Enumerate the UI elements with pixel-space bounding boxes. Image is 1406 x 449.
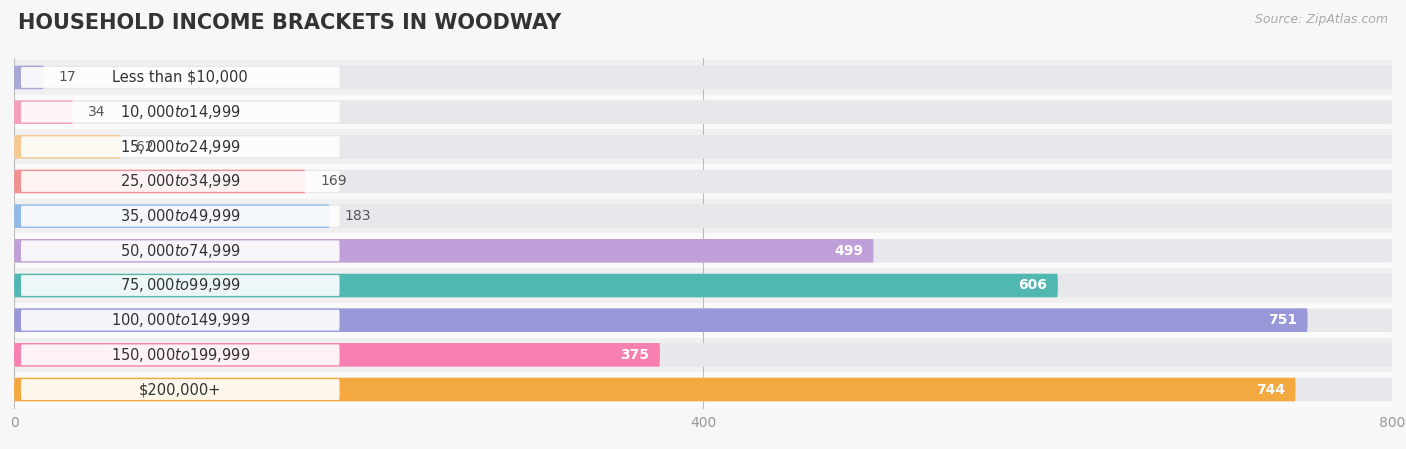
- FancyBboxPatch shape: [14, 239, 873, 263]
- FancyBboxPatch shape: [21, 136, 340, 157]
- FancyBboxPatch shape: [14, 274, 1057, 297]
- FancyBboxPatch shape: [14, 308, 1308, 332]
- FancyBboxPatch shape: [14, 204, 1392, 228]
- Text: 499: 499: [834, 244, 863, 258]
- FancyBboxPatch shape: [14, 66, 44, 89]
- FancyBboxPatch shape: [14, 164, 1392, 199]
- FancyBboxPatch shape: [14, 199, 1392, 233]
- Text: 34: 34: [89, 105, 105, 119]
- Text: 606: 606: [1018, 278, 1047, 292]
- FancyBboxPatch shape: [14, 129, 1392, 164]
- FancyBboxPatch shape: [14, 274, 1392, 297]
- Text: $200,000+: $200,000+: [139, 382, 222, 397]
- FancyBboxPatch shape: [14, 100, 73, 124]
- Text: 751: 751: [1268, 313, 1298, 327]
- FancyBboxPatch shape: [21, 275, 340, 296]
- Text: $10,000 to $14,999: $10,000 to $14,999: [120, 103, 240, 121]
- FancyBboxPatch shape: [14, 170, 1392, 193]
- Text: $150,000 to $199,999: $150,000 to $199,999: [111, 346, 250, 364]
- FancyBboxPatch shape: [14, 239, 1392, 263]
- FancyBboxPatch shape: [21, 102, 340, 123]
- Text: 375: 375: [620, 348, 650, 362]
- FancyBboxPatch shape: [14, 308, 1392, 332]
- FancyBboxPatch shape: [14, 100, 1392, 124]
- FancyBboxPatch shape: [14, 343, 659, 367]
- FancyBboxPatch shape: [14, 135, 121, 158]
- FancyBboxPatch shape: [14, 372, 1392, 407]
- Text: $25,000 to $34,999: $25,000 to $34,999: [120, 172, 240, 190]
- FancyBboxPatch shape: [21, 344, 340, 365]
- FancyBboxPatch shape: [14, 378, 1392, 401]
- FancyBboxPatch shape: [14, 378, 1295, 401]
- Text: $15,000 to $24,999: $15,000 to $24,999: [120, 138, 240, 156]
- Text: $50,000 to $74,999: $50,000 to $74,999: [120, 242, 240, 260]
- FancyBboxPatch shape: [14, 60, 1392, 95]
- FancyBboxPatch shape: [21, 379, 340, 400]
- FancyBboxPatch shape: [14, 170, 305, 193]
- Text: 62: 62: [136, 140, 155, 154]
- FancyBboxPatch shape: [21, 67, 340, 88]
- Text: $100,000 to $149,999: $100,000 to $149,999: [111, 311, 250, 329]
- Text: Source: ZipAtlas.com: Source: ZipAtlas.com: [1254, 13, 1388, 26]
- Text: $35,000 to $49,999: $35,000 to $49,999: [120, 207, 240, 225]
- Text: Less than $10,000: Less than $10,000: [112, 70, 247, 85]
- FancyBboxPatch shape: [21, 310, 340, 330]
- Text: HOUSEHOLD INCOME BRACKETS IN WOODWAY: HOUSEHOLD INCOME BRACKETS IN WOODWAY: [18, 13, 561, 34]
- Text: $75,000 to $99,999: $75,000 to $99,999: [120, 277, 240, 295]
- Text: 183: 183: [344, 209, 371, 223]
- FancyBboxPatch shape: [14, 233, 1392, 268]
- FancyBboxPatch shape: [21, 206, 340, 227]
- FancyBboxPatch shape: [21, 240, 340, 261]
- Text: 744: 744: [1256, 383, 1285, 396]
- FancyBboxPatch shape: [14, 268, 1392, 303]
- FancyBboxPatch shape: [14, 303, 1392, 338]
- FancyBboxPatch shape: [14, 66, 1392, 89]
- FancyBboxPatch shape: [14, 338, 1392, 372]
- FancyBboxPatch shape: [14, 95, 1392, 129]
- Text: 169: 169: [321, 175, 347, 189]
- Text: 17: 17: [59, 70, 76, 84]
- FancyBboxPatch shape: [14, 343, 1392, 367]
- FancyBboxPatch shape: [14, 135, 1392, 158]
- FancyBboxPatch shape: [14, 204, 329, 228]
- FancyBboxPatch shape: [21, 171, 340, 192]
